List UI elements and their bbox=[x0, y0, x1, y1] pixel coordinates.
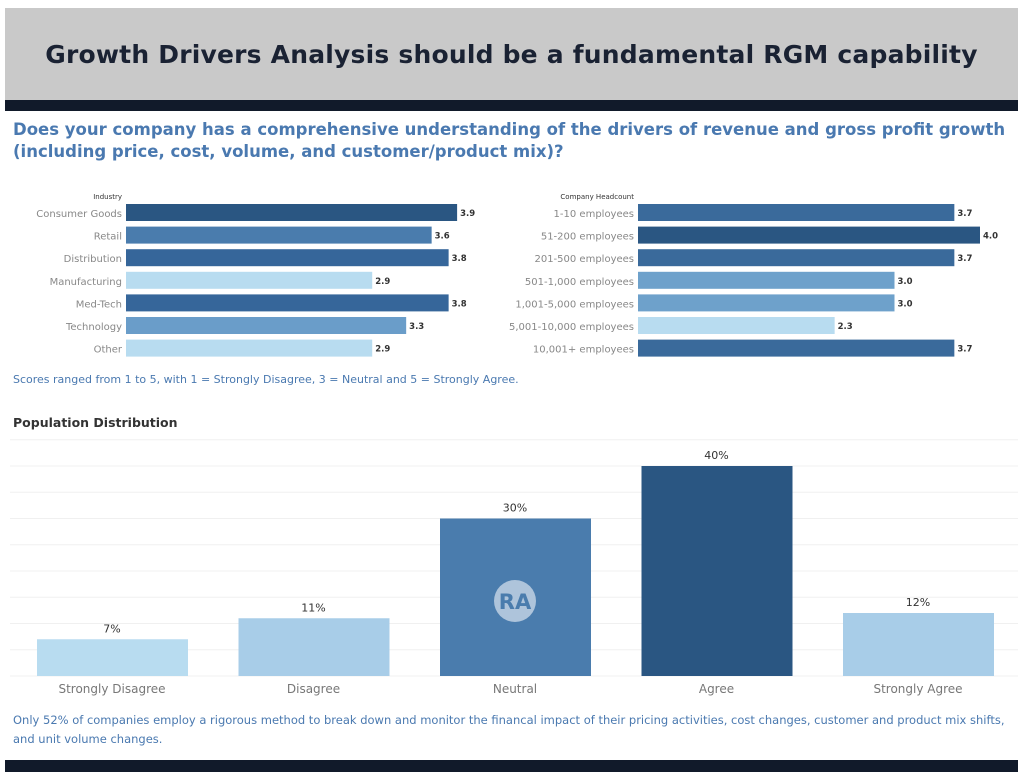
data-label: 3.3 bbox=[409, 322, 424, 332]
page-title: Growth Drivers Analysis should be a fund… bbox=[45, 39, 978, 69]
survey-question: Does your company has a comprehensive un… bbox=[13, 120, 1006, 161]
bar bbox=[638, 271, 895, 289]
bar bbox=[638, 249, 955, 267]
category-label: Technology bbox=[65, 322, 122, 333]
chart-title: Company Headcount bbox=[560, 193, 634, 201]
category-label: Retail bbox=[94, 232, 122, 243]
industry-chart: Industry Consumer Goods 3.9 Retail 3.6 Distri… bbox=[36, 193, 475, 357]
bar bbox=[638, 226, 980, 244]
divider-bottom bbox=[5, 760, 1018, 772]
category-label: 5,001-10,000 employees bbox=[509, 322, 634, 333]
logo-text: RA bbox=[499, 590, 532, 614]
bar bbox=[641, 466, 793, 676]
data-label: 3.0 bbox=[898, 299, 913, 309]
population-chart: 7% Strongly Disagree 11% Disagree 30% Neutral… bbox=[10, 439, 1018, 696]
headcount-chart: Company Headcount 1-10 employees 3.7 51-200… bbox=[509, 193, 998, 357]
category-label: 10,001+ employees bbox=[533, 345, 634, 356]
score-note: Scores ranged from 1 to 5, with 1 = Stro… bbox=[13, 373, 519, 386]
category-label: Consumer Goods bbox=[36, 209, 122, 220]
bar bbox=[126, 339, 373, 357]
category-label: 501-1,000 employees bbox=[525, 277, 634, 288]
category-label: Strongly Disagree bbox=[58, 682, 165, 696]
category-label: Other bbox=[94, 345, 123, 356]
data-label: 3.0 bbox=[898, 277, 913, 287]
category-label: 1,001-5,000 employees bbox=[515, 299, 634, 310]
category-label: Manufacturing bbox=[50, 277, 122, 288]
bar bbox=[126, 249, 449, 267]
population-title: Population Distribution bbox=[13, 415, 178, 430]
bar bbox=[638, 317, 835, 334]
bar bbox=[126, 294, 449, 312]
bar bbox=[843, 613, 994, 676]
category-label: Neutral bbox=[493, 682, 537, 696]
bar bbox=[126, 317, 407, 334]
category-label: Med-Tech bbox=[76, 299, 122, 310]
bar bbox=[126, 204, 458, 221]
divider-top bbox=[5, 100, 1018, 111]
bar bbox=[126, 226, 432, 244]
category-label: 1-10 employees bbox=[554, 209, 634, 220]
data-label: 3.9 bbox=[460, 209, 475, 219]
category-label: 201-500 employees bbox=[534, 254, 634, 265]
data-label: 3.7 bbox=[957, 254, 972, 264]
data-label: 2.3 bbox=[838, 322, 853, 332]
data-label: 2.9 bbox=[375, 277, 390, 287]
data-label: 2.9 bbox=[375, 345, 390, 355]
bar bbox=[638, 294, 895, 312]
data-label: 11% bbox=[301, 601, 325, 614]
data-label: 3.7 bbox=[957, 209, 972, 219]
data-label: 12% bbox=[906, 596, 930, 609]
footer-note: Only 52% of companies employ a rigorous … bbox=[13, 713, 1005, 746]
data-label: 30% bbox=[503, 502, 527, 515]
chart-title: Industry bbox=[93, 193, 122, 201]
bar bbox=[37, 639, 188, 676]
data-label: 3.8 bbox=[452, 299, 467, 309]
logo-icon bbox=[494, 580, 536, 622]
data-label: 3.7 bbox=[957, 345, 972, 355]
bar bbox=[638, 204, 955, 221]
bar bbox=[238, 618, 390, 676]
category-label: Distribution bbox=[64, 254, 122, 265]
category-label: Strongly Agree bbox=[873, 682, 962, 696]
category-label: 51-200 employees bbox=[541, 232, 634, 243]
header-banner: Growth Drivers Analysis should be a fund… bbox=[5, 8, 1018, 100]
bar bbox=[126, 271, 373, 289]
category-label: Agree bbox=[699, 682, 734, 696]
data-label: 3.6 bbox=[435, 232, 450, 242]
data-label: 7% bbox=[103, 622, 120, 635]
data-label: 3.8 bbox=[452, 254, 467, 264]
data-label: 4.0 bbox=[983, 232, 998, 242]
data-label: 40% bbox=[704, 449, 728, 462]
category-label: Disagree bbox=[287, 682, 340, 696]
bar bbox=[638, 339, 955, 357]
